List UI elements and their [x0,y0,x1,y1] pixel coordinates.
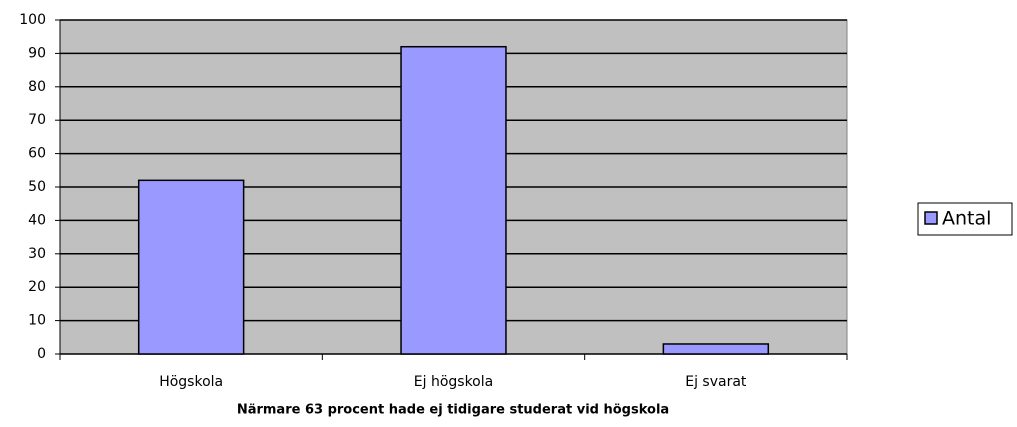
y-tick-label: 30 [28,246,46,262]
y-tick-label: 80 [28,79,46,95]
y-tick-label: 40 [28,212,46,228]
x-tick-label: Högskola [159,374,223,390]
legend-swatch [924,211,938,225]
y-tick-label: 100 [19,12,46,28]
bar [662,343,770,355]
x-axis-title: Närmare 63 procent hade ej tidigare stud… [237,403,669,418]
y-tick-label: 20 [28,279,46,295]
x-tick-label: Ej svarat [685,374,747,390]
y-tick-label: 50 [28,179,46,195]
legend-label: Antal [942,208,991,230]
y-tick-label: 90 [28,45,46,61]
y-tick-label: 60 [28,146,46,162]
x-tick-label: Ej högskola [414,374,493,390]
bar [137,179,245,355]
y-tick-label: 0 [37,346,46,362]
bar [400,45,507,355]
y-tick-label: 70 [28,112,46,128]
y-tick-label: 10 [28,313,46,329]
